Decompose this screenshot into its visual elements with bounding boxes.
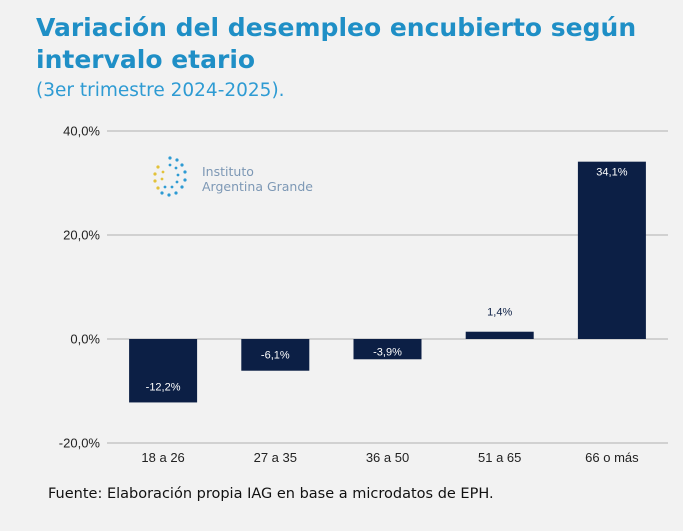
x-category-label: 27 a 35 [254,450,297,465]
x-category-label: 18 a 26 [141,450,184,465]
logo-line-1: Instituto [202,164,254,179]
logo-line-2: Argentina Grande [202,179,313,194]
source-note: Fuente: Elaboración propia IAG en base a… [48,486,494,502]
chart-title: Variación del desempleo encubierto según… [36,13,637,74]
data-label: -3,9% [373,346,402,358]
bar [241,339,310,371]
y-tick-label: 20,0% [63,228,100,243]
institute-logo: Instituto Argentina Grande [150,155,325,205]
y-tick-label: 0,0% [70,332,100,347]
y-tick-label: -20,0% [59,436,101,451]
data-label: -12,2% [146,381,181,393]
chart-subtitle: (3er trimestre 2024-2025). [36,80,285,101]
data-label: 34,1% [596,167,627,179]
x-category-label: 36 a 50 [366,450,409,465]
bar [577,161,646,339]
y-tick-label: 40,0% [63,124,100,139]
data-label: 1,4% [487,307,512,319]
x-category-label: 51 a 65 [478,450,521,465]
bar [465,331,534,339]
logo-dots-icon [153,156,187,197]
bar [129,339,198,403]
data-label: -6,1% [261,350,290,362]
x-category-label: 66 o más [585,450,639,465]
bar [353,339,422,360]
